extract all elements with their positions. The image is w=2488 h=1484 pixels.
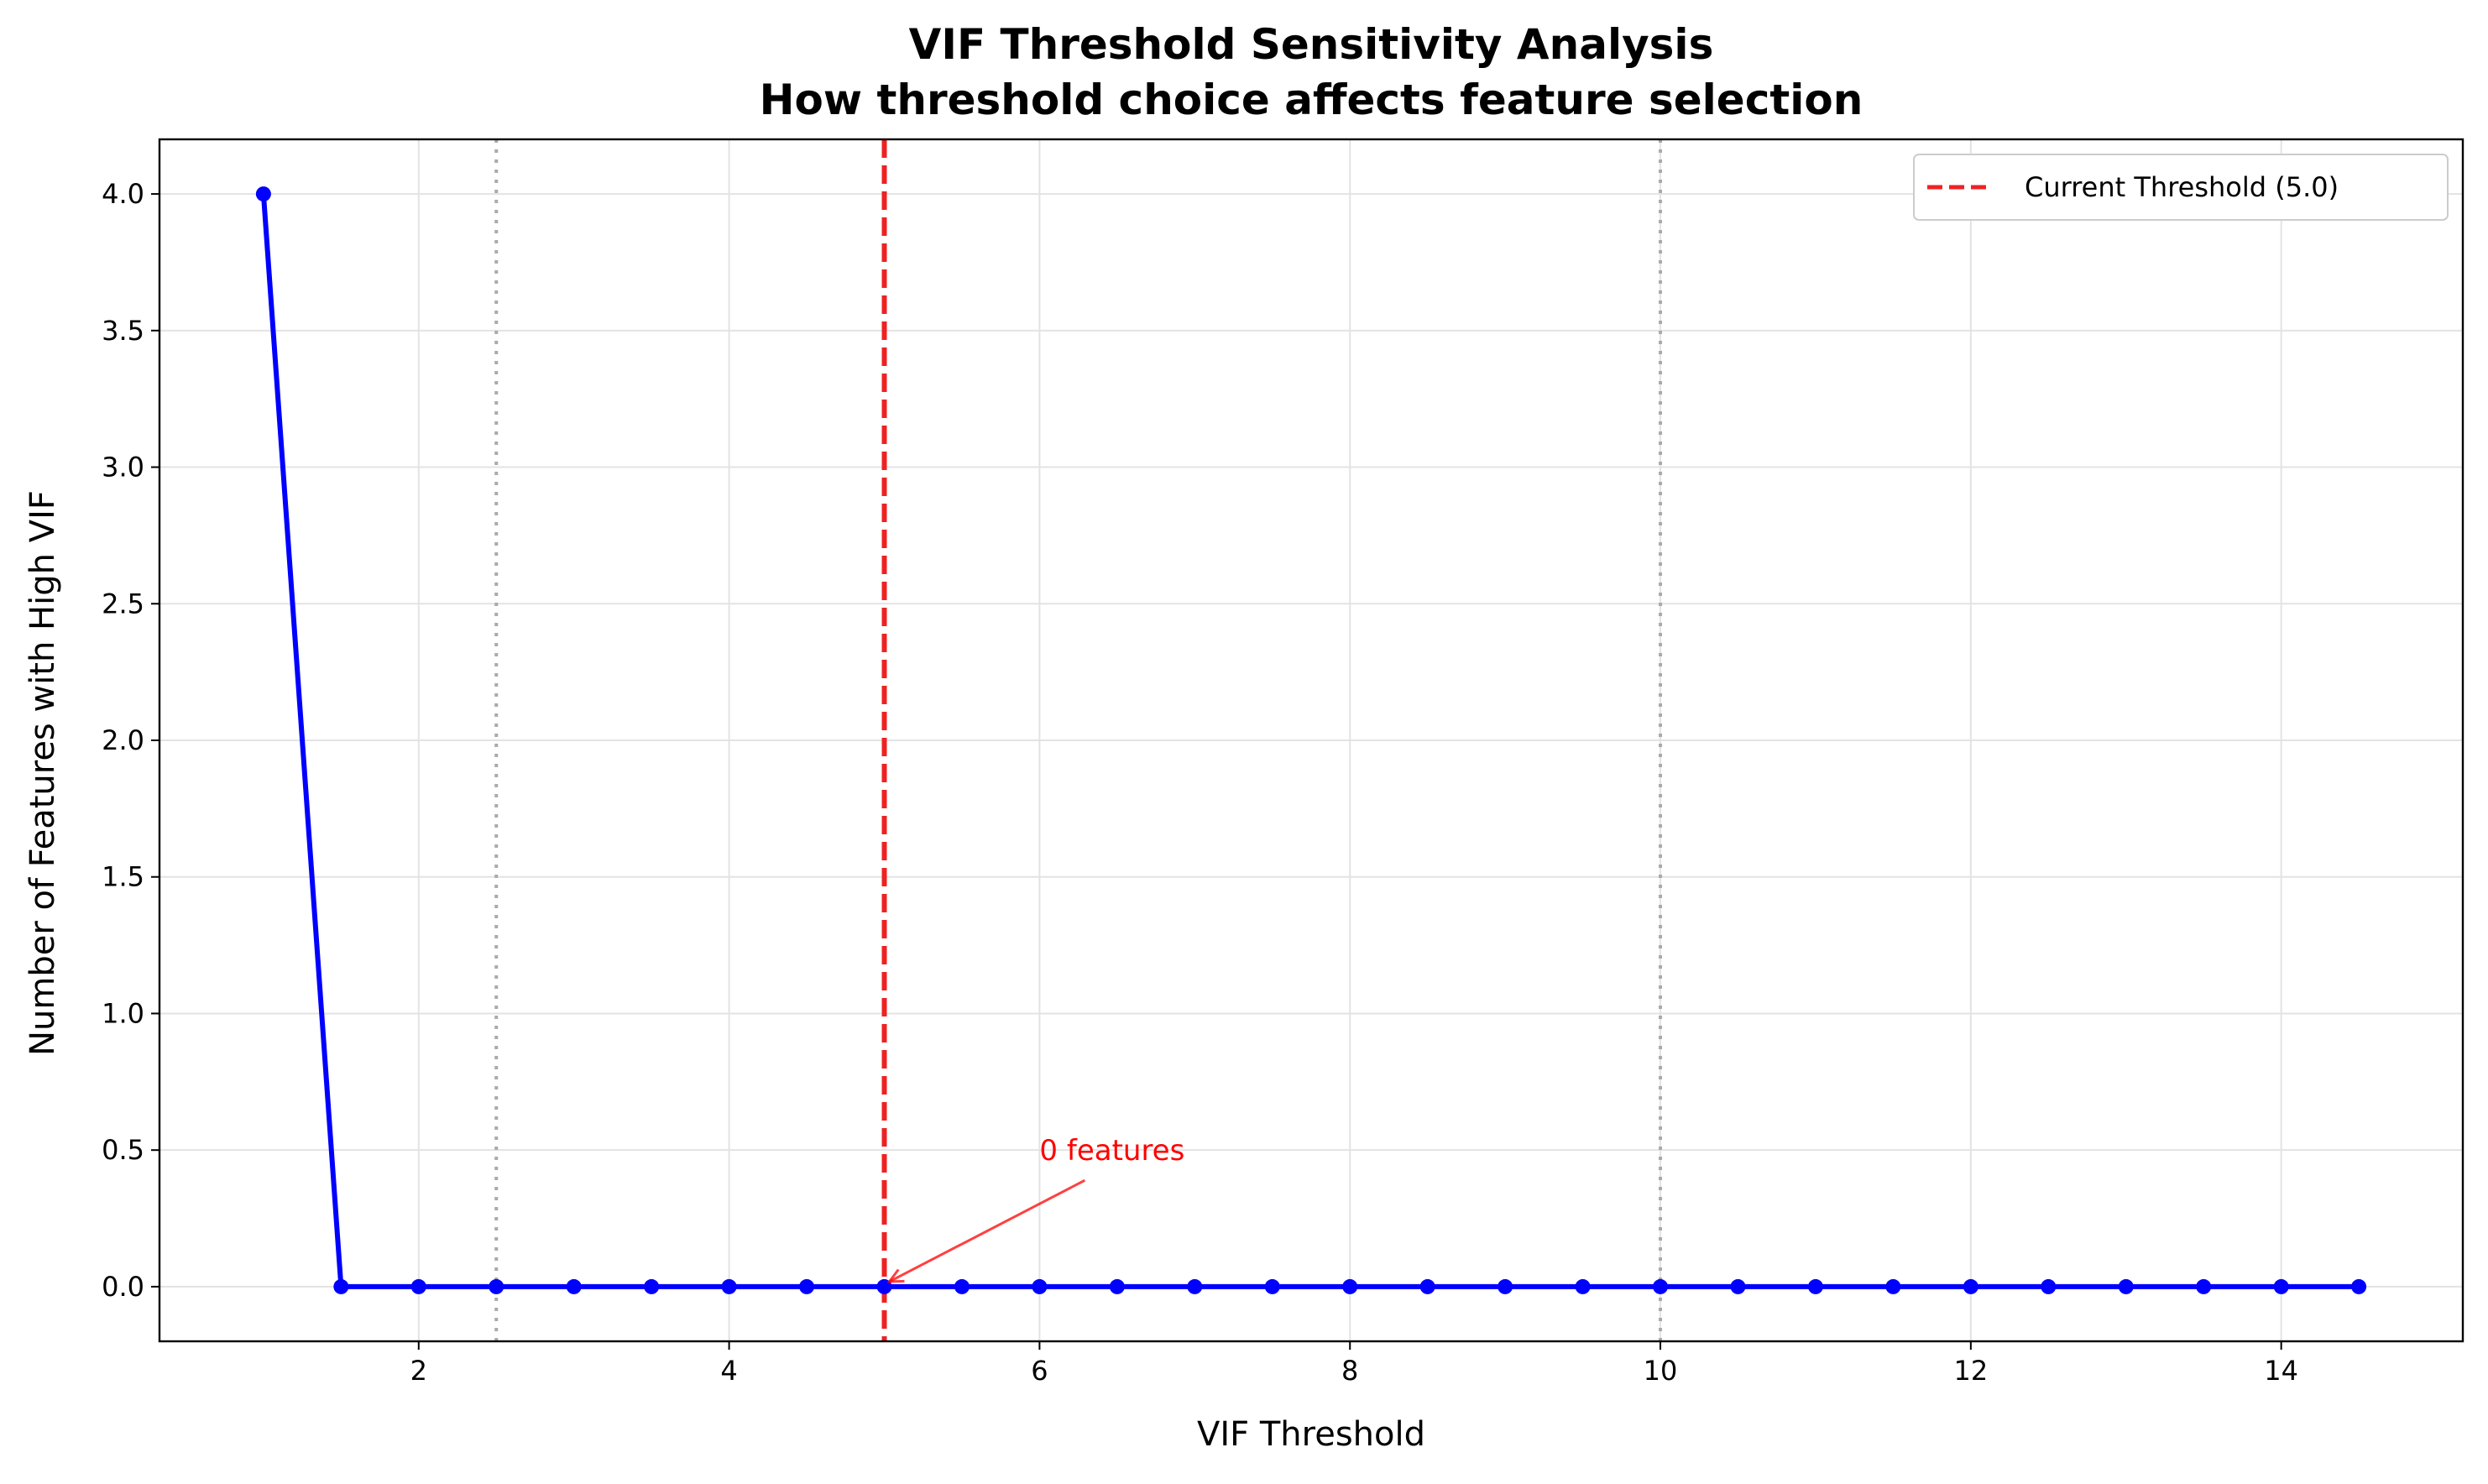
data-point (1498, 1278, 1513, 1294)
y-tick-label: 3.0 (102, 452, 144, 483)
annotation-layer: 0 features (886, 1134, 1184, 1283)
data-point (644, 1278, 660, 1294)
x-tick-label: 12 (1953, 1355, 1988, 1387)
data-point (333, 1278, 349, 1294)
data-point (1575, 1278, 1591, 1294)
data-point (1419, 1278, 1435, 1294)
reference-lines (494, 139, 1663, 1341)
annotation-arrowhead (886, 1268, 905, 1283)
y-tick-label: 2.5 (102, 588, 144, 619)
data-point (1807, 1278, 1823, 1294)
data-point (721, 1278, 737, 1294)
data-point (1730, 1278, 1746, 1294)
data-point (2041, 1278, 2057, 1294)
annotation-arrow (888, 1178, 1086, 1283)
y-tick-label: 1.0 (102, 997, 144, 1029)
x-tick-label: 6 (1031, 1355, 1048, 1387)
y-tick-label: 2.0 (102, 724, 144, 756)
y-tick-label: 1.5 (102, 861, 144, 893)
data-point (799, 1278, 815, 1294)
y-tick-label: 4.0 (102, 178, 144, 210)
data-point (1187, 1278, 1203, 1294)
y-tick-label: 0.5 (102, 1134, 144, 1166)
data-point (2118, 1278, 2134, 1294)
data-point (255, 186, 271, 202)
x-tick-label: 4 (720, 1355, 737, 1387)
grid-lines (159, 139, 2463, 1341)
data-point (2273, 1278, 2289, 1294)
data-point (1032, 1278, 1048, 1294)
data-point (1653, 1278, 1669, 1294)
annotation-text: 0 features (1039, 1134, 1184, 1168)
y-tick-label: 3.5 (102, 315, 144, 347)
legend: Current Threshold (5.0) (1913, 154, 2449, 221)
data-point (489, 1278, 504, 1294)
x-axis-ticks: 2 4 6 8 10 12 14 (410, 1341, 2298, 1387)
y-axis-ticks: 0.0 0.5 1.0 1.5 2.0 2.5 3.0 3.5 4.0 (102, 178, 159, 1303)
y-axis-label: Number of Features with High VIF (24, 490, 62, 1056)
data-point (566, 1278, 582, 1294)
data-point (2351, 1278, 2367, 1294)
y-tick-label: 0.0 (102, 1271, 144, 1303)
x-axis-label: VIF Threshold (1197, 1415, 1425, 1454)
series-line (260, 193, 2360, 1289)
data-point (1963, 1278, 1978, 1294)
x-tick-label: 8 (1341, 1355, 1358, 1387)
legend-entry-current-threshold: Current Threshold (5.0) (2025, 171, 2339, 203)
data-point (410, 1278, 426, 1294)
x-tick-label: 10 (1644, 1355, 1678, 1387)
data-point (954, 1278, 970, 1294)
x-tick-label: 14 (2264, 1355, 2298, 1387)
data-point (2196, 1278, 2212, 1294)
data-point (1885, 1278, 1901, 1294)
data-point (1342, 1278, 1358, 1294)
data-point (1109, 1278, 1125, 1294)
x-tick-label: 2 (410, 1355, 427, 1387)
chart-subtitle: How threshold choice affects feature sel… (760, 76, 1863, 124)
legend-box (1913, 154, 2449, 221)
chart-title: VIF Threshold Sensitivity Analysis (909, 20, 1714, 69)
series-layer (255, 186, 2367, 1294)
data-point (1264, 1278, 1280, 1294)
